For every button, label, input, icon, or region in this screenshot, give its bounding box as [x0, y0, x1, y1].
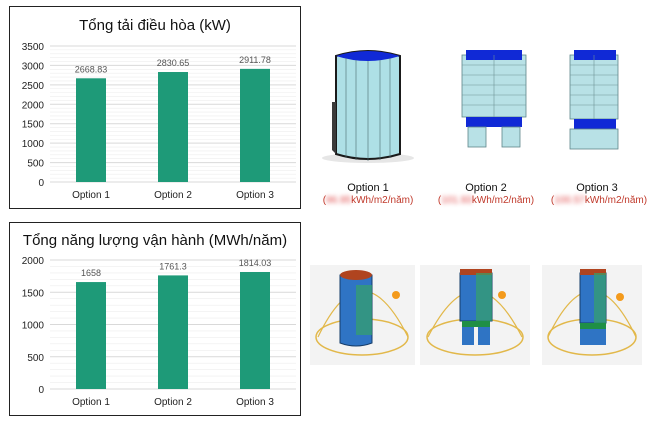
y-tick-label: 3500 — [22, 42, 45, 53]
y-tick-label: 1000 — [22, 321, 45, 332]
x-tick-label: Option 3 — [236, 397, 274, 408]
option-3-building-render — [569, 50, 619, 150]
x-tick-label: Option 3 — [236, 190, 274, 201]
y-tick-label: 3000 — [22, 61, 45, 72]
option-3-label: Option 3 — [576, 182, 618, 194]
option-1-label: Option 1 — [347, 182, 389, 194]
bar — [240, 271, 270, 389]
x-tick-label: Option 2 — [154, 397, 192, 408]
y-tick-label: 500 — [27, 353, 44, 364]
operating-energy-chart: Tổng năng lượng vận hành (MWh/năm) 0 500 1… — [9, 222, 301, 416]
y-tick-label: 1500 — [22, 288, 45, 299]
y-tick-label: 0 — [38, 385, 44, 396]
option-2-solar-render — [420, 265, 530, 365]
x-tick-label: Option 2 — [154, 190, 192, 201]
data-label: 1814.03 — [239, 258, 272, 268]
option-2-label: Option 2 — [465, 182, 507, 194]
y-tick-label: 2000 — [22, 100, 45, 111]
bar — [158, 275, 188, 389]
y-tick-label: 0 — [38, 178, 44, 189]
option-3-solar-render — [542, 265, 642, 365]
data-label: 2830.65 — [157, 58, 190, 68]
cooling-load-chart: Tổng tải điều hòa (kW) 0 500 1000 1500 2000 2… — [9, 6, 301, 209]
option-1-building-render — [322, 50, 414, 163]
data-label: 2911.78 — [239, 55, 271, 65]
y-tick-label: 1000 — [22, 139, 45, 150]
bar — [240, 68, 270, 182]
data-label: 1658 — [81, 268, 101, 278]
bar — [76, 78, 106, 182]
chart-title: Tổng tải điều hòa (kW) — [79, 17, 231, 34]
operating-energy-plot: 0 500 1000 1500 2000 1658 Option 1 1761.3 Option… — [22, 256, 296, 408]
cooling-load-plot: 0 500 1000 1500 2000 2500 3000 3500 2668.83 Optio… — [22, 42, 296, 201]
y-tick-label: 2500 — [22, 81, 45, 92]
data-label: 2668.83 — [75, 64, 108, 74]
y-tick-label: 500 — [27, 159, 44, 170]
option-2-building-render — [461, 50, 527, 148]
y-tick-label: 1500 — [22, 120, 45, 131]
x-tick-label: Option 1 — [72, 190, 110, 201]
chart-title: Tổng năng lượng vận hành (MWh/năm) — [22, 232, 288, 249]
x-tick-label: Option 1 — [72, 397, 110, 408]
bar — [76, 282, 106, 389]
y-tick-label: 2000 — [22, 256, 45, 267]
bar — [158, 72, 188, 182]
option-1-solar-render — [310, 265, 415, 365]
option-1-energy-intensity: (96.95kWh/m2/năm) — [322, 195, 414, 206]
data-label: 1761.3 — [159, 261, 187, 271]
option-2-energy-intensity: (101.93kWh/m2/năm) — [437, 195, 535, 206]
option-3-energy-intensity: (100.57kWh/m2/năm) — [550, 195, 648, 206]
